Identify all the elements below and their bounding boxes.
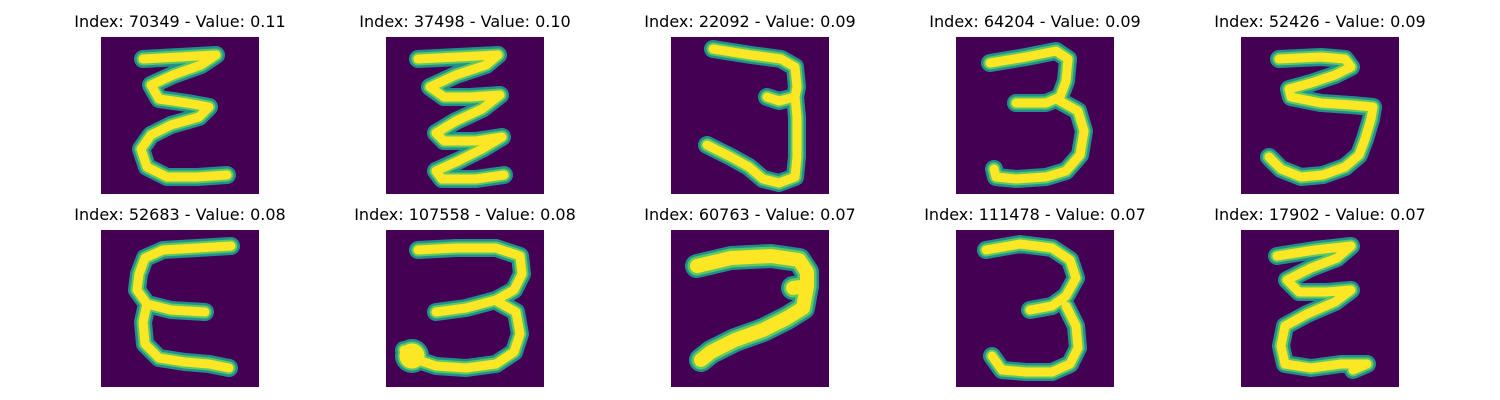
digit-image [386,37,544,194]
digit-image [386,230,544,387]
panel-5: Index: 52426 - Value: 0.09 [1175,12,1465,194]
panel-7: Index: 107558 - Value: 0.08 [320,205,610,387]
panel-title: Index: 22092 - Value: 0.09 [644,12,856,31]
digit-image [101,230,259,387]
panel-9: Index: 111478 - Value: 0.07 [890,205,1180,387]
panel-title: Index: 37498 - Value: 0.10 [359,12,571,31]
panel-1: Index: 70349 - Value: 0.11 [35,12,325,194]
panel-title: Index: 107558 - Value: 0.08 [354,205,576,224]
digit-image [1241,37,1399,194]
digit-image [671,37,829,194]
panel-title: Index: 52683 - Value: 0.08 [74,205,286,224]
digit-image [956,230,1114,387]
panel-title: Index: 111478 - Value: 0.07 [924,205,1146,224]
panel-3: Index: 22092 - Value: 0.09 [605,12,895,194]
panel-title: Index: 64204 - Value: 0.09 [929,12,1141,31]
digit-image [956,37,1114,194]
panel-6: Index: 52683 - Value: 0.08 [35,205,325,387]
digit-image [671,230,829,387]
panel-4: Index: 64204 - Value: 0.09 [890,12,1180,194]
panel-title: Index: 60763 - Value: 0.07 [644,205,856,224]
panel-8: Index: 60763 - Value: 0.07 [605,205,895,387]
digit-image [1241,230,1399,387]
panel-title: Index: 17902 - Value: 0.07 [1214,205,1426,224]
panel-title: Index: 52426 - Value: 0.09 [1214,12,1426,31]
panel-title: Index: 70349 - Value: 0.11 [74,12,286,31]
panel-10: Index: 17902 - Value: 0.07 [1175,205,1465,387]
panel-2: Index: 37498 - Value: 0.10 [320,12,610,194]
digit-image [101,37,259,194]
